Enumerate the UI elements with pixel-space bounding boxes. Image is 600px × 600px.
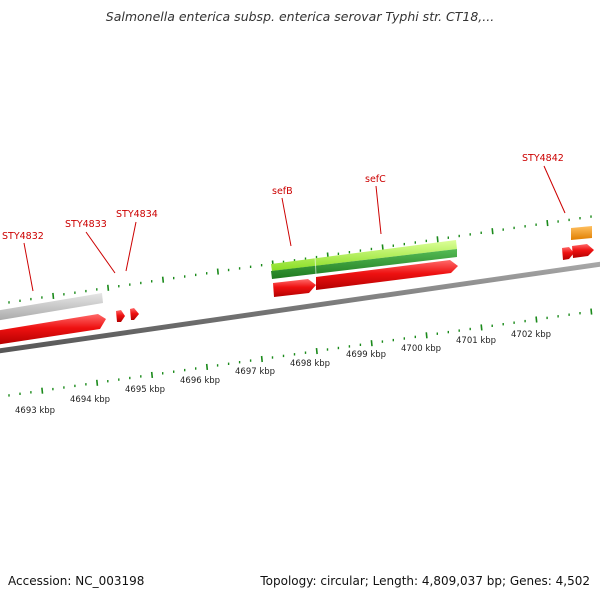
gene-label-sefB[interactable]: sefB <box>272 186 293 197</box>
gene-arrow[interactable] <box>130 308 139 320</box>
genome-summary: Topology: circular; Length: 4,809,037 bp… <box>260 574 590 588</box>
major-tick <box>491 228 494 235</box>
feature-bar-orange[interactable] <box>571 226 592 240</box>
major-tick <box>150 371 154 378</box>
feature-bar-light[interactable] <box>271 240 457 271</box>
gene-label-STY4832[interactable]: STY4832 <box>2 231 44 242</box>
major-tick <box>425 332 428 339</box>
gene-track <box>0 244 594 345</box>
sequence-backbone <box>0 261 600 354</box>
major-tick <box>381 244 384 251</box>
gene-arrow[interactable] <box>562 247 574 260</box>
scale-label: 4698 kbp <box>290 359 330 369</box>
major-tick <box>205 363 209 370</box>
major-tick <box>480 324 483 331</box>
feature-bar-dark[interactable] <box>271 249 457 279</box>
major-tick <box>436 236 439 243</box>
scale-label: 4693 kbp <box>15 406 55 416</box>
gene-label-leaders <box>23 165 566 292</box>
major-tick <box>107 284 110 291</box>
major-tick <box>96 379 99 386</box>
scale-label: 4696 kbp <box>180 376 220 386</box>
feature-bar-divider <box>314 255 317 276</box>
scale-label: 4694 kbp <box>70 395 110 405</box>
map-title: Salmonella enterica subsp. enterica sero… <box>105 9 495 24</box>
scale-label: 4695 kbp <box>125 385 165 395</box>
major-tick <box>370 340 373 347</box>
gene-arrow-sefB[interactable] <box>273 279 316 297</box>
accession-text: Accession: NC_003198 <box>8 574 145 588</box>
gene-label-STY4833[interactable]: STY4833 <box>65 219 107 230</box>
major-tick <box>590 308 593 315</box>
bottom-scale-ticks <box>8 308 593 397</box>
scale-label: 4702 kbp <box>511 330 551 340</box>
gene-arrow-sefC[interactable] <box>316 260 458 290</box>
scale-label: 4699 kbp <box>346 350 386 360</box>
gene-arrow[interactable] <box>0 314 106 345</box>
top-scale-track <box>8 215 592 304</box>
gene-arrow[interactable] <box>116 310 125 322</box>
gene-arrow[interactable] <box>572 244 594 258</box>
major-tick <box>260 355 263 363</box>
gene-label-sefC[interactable]: sefC <box>365 174 386 185</box>
major-tick <box>315 348 318 355</box>
scale-label: 4701 kbp <box>456 336 496 346</box>
major-tick <box>161 276 165 283</box>
major-tick <box>216 268 219 275</box>
major-tick <box>52 292 55 299</box>
top-scale-ticks <box>8 215 592 304</box>
gene-label-STY4842[interactable]: STY4842 <box>522 153 564 164</box>
scale-label: 4697 kbp <box>235 367 275 377</box>
pseudo-gene-bar[interactable] <box>0 293 103 321</box>
bottom-scale-track: 4693 kbp 4694 kbp 4695 kbp 4696 kbp 4697… <box>8 308 593 416</box>
major-tick <box>535 316 538 323</box>
scale-label: 4700 kbp <box>401 344 441 354</box>
features-track <box>0 226 592 321</box>
gene-labels: STY4832 STY4833 STY4834 sefB sefC STY484… <box>2 153 564 242</box>
major-tick <box>546 220 549 227</box>
major-tick <box>41 387 44 394</box>
gene-label-STY4834[interactable]: STY4834 <box>116 209 158 220</box>
